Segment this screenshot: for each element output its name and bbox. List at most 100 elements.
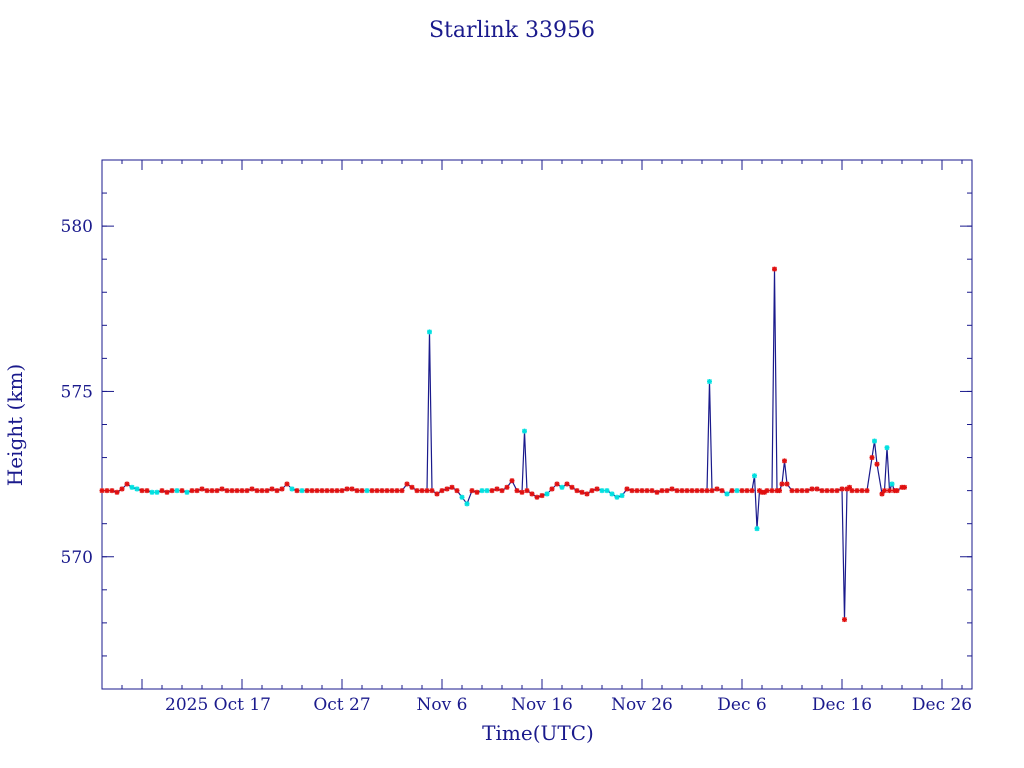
data-point: [159, 488, 165, 494]
data-point: [744, 488, 750, 494]
y-tick-label: 575: [61, 382, 93, 402]
data-point-stroke: [419, 488, 425, 494]
data-point-stroke: [569, 484, 575, 490]
y-tick-label: 570: [61, 548, 93, 568]
data-point-stroke: [784, 481, 790, 487]
data-point: [474, 489, 480, 495]
data-point-stroke: [404, 481, 410, 487]
data-point-stroke: [189, 488, 195, 494]
data-point: [782, 458, 787, 464]
data-point-stroke: [749, 488, 755, 494]
data-point: [824, 488, 830, 494]
data-point-stroke: [659, 488, 665, 494]
data-point: [134, 486, 140, 492]
data-point: [752, 473, 757, 479]
data-point: [399, 488, 405, 494]
data-point-stroke: [464, 501, 470, 507]
data-point-stroke: [724, 491, 730, 497]
data-point: [554, 481, 560, 487]
data-point-stroke: [154, 489, 160, 495]
data-point-stroke: [634, 488, 640, 494]
data-point-stroke: [772, 266, 777, 272]
data-point-stroke: [604, 488, 610, 494]
data-point: [254, 488, 260, 494]
data-point-stroke: [264, 488, 270, 494]
data-point-stroke: [834, 488, 840, 494]
data-point: [459, 494, 465, 500]
data-point: [679, 488, 685, 494]
data-point-stroke: [169, 488, 175, 494]
data-point-stroke: [522, 428, 527, 434]
data-point-stroke: [427, 329, 432, 335]
data-point-stroke: [314, 488, 320, 494]
data-point: [534, 494, 540, 500]
data-point: [449, 484, 455, 490]
data-point: [439, 488, 445, 494]
data-point: [834, 488, 840, 494]
x-tick-label: Dec 16: [812, 695, 872, 715]
data-point: [214, 488, 220, 494]
data-point-stroke: [229, 488, 235, 494]
data-point-stroke: [519, 489, 525, 495]
data-point-stroke: [139, 488, 145, 494]
data-point-stroke: [544, 491, 550, 497]
data-point-stroke: [99, 488, 105, 494]
data-point: [499, 488, 505, 494]
data-point: [869, 455, 875, 461]
data-point-stroke: [434, 491, 440, 497]
data-point-stroke: [854, 488, 860, 494]
x-tick-label: 2025 Oct 17: [165, 695, 271, 715]
x-axis-label: Time(UTC): [482, 721, 594, 745]
data-point: [887, 488, 892, 494]
data-point-stroke: [649, 488, 655, 494]
data-point-stroke: [174, 488, 180, 494]
data-point: [669, 486, 675, 492]
data-point: [184, 489, 190, 495]
data-point-stroke: [619, 493, 625, 499]
data-point-stroke: [294, 488, 300, 494]
data-point: [464, 501, 470, 507]
data-point: [274, 488, 280, 494]
data-point-stroke: [129, 484, 135, 490]
data-point: [179, 488, 185, 494]
x-tick-label: Nov 26: [611, 695, 673, 715]
data-point-stroke: [449, 484, 455, 490]
data-point-stroke: [842, 617, 847, 622]
data-point-stroke: [204, 488, 210, 494]
data-point: [739, 488, 745, 494]
data-point-stroke: [399, 488, 405, 494]
data-point-stroke: [794, 488, 800, 494]
data-point: [204, 488, 210, 494]
data-point: [594, 486, 600, 492]
data-point-stroke: [124, 481, 130, 487]
data-point-stroke: [629, 488, 635, 494]
data-point-stroke: [654, 489, 660, 495]
data-point: [264, 488, 270, 494]
data-point: [219, 486, 225, 492]
data-point: [324, 488, 330, 494]
data-point: [129, 484, 135, 490]
data-point: [294, 488, 300, 494]
data-point: [614, 494, 620, 500]
data-point-stroke: [329, 488, 335, 494]
data-point: [549, 486, 555, 492]
data-point-stroke: [539, 493, 545, 499]
data-point-stroke: [319, 488, 325, 494]
data-point-stroke: [559, 484, 565, 490]
data-point: [784, 481, 790, 487]
data-point-stroke: [614, 494, 620, 500]
x-tick-label: Nov 6: [417, 695, 468, 715]
data-point: [414, 488, 420, 494]
data-point: [114, 489, 120, 495]
data-point: [849, 488, 855, 494]
data-point: [344, 486, 350, 492]
data-point-stroke: [564, 481, 570, 487]
data-point-stroke: [524, 488, 530, 494]
data-point-stroke: [639, 488, 645, 494]
data-point: [434, 491, 440, 497]
data-point-stroke: [739, 488, 745, 494]
data-point: [609, 491, 615, 497]
data-point-stroke: [574, 488, 580, 494]
data-point: [239, 488, 245, 494]
data-point-stroke: [324, 488, 330, 494]
